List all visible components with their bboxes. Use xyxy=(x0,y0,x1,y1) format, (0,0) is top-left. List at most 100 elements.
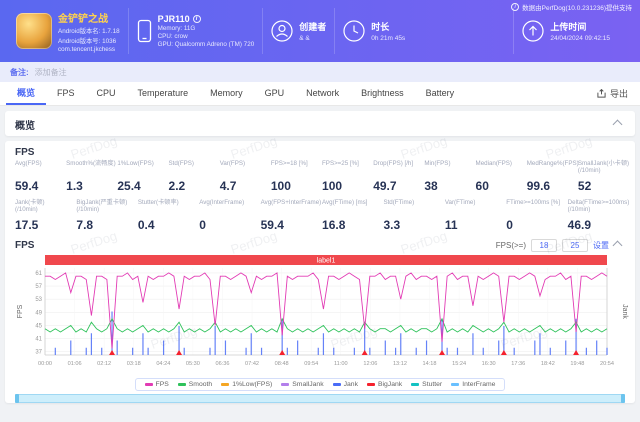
tab-Brightness[interactable]: Brightness xyxy=(361,87,404,98)
svg-text:11:00: 11:00 xyxy=(334,361,348,367)
fps-chart-header: FPS FPS(>=) 设置 xyxy=(5,236,635,255)
svg-text:00:00: 00:00 xyxy=(38,361,52,367)
metric-cell: Smooth%(流畅度) 1.3 xyxy=(66,160,116,193)
metric-label: Jank(卡顿) xyxy=(15,199,45,206)
tab-Network[interactable]: Network xyxy=(306,87,340,98)
metric-label: Smooth%(流畅度) xyxy=(66,160,116,167)
scrollbar-handle-right[interactable] xyxy=(621,394,625,403)
metric-cell: BigJank(严重卡顿) (/10min) 7.8 xyxy=(76,199,133,232)
legend-item-InterFrame[interactable]: InterFrame xyxy=(451,381,495,388)
metric-value: 0 xyxy=(506,218,513,232)
collapse-fps-icon[interactable] xyxy=(612,240,623,251)
legend-swatch xyxy=(411,383,420,386)
svg-text:16:30: 16:30 xyxy=(482,361,496,367)
game-icon xyxy=(16,13,52,49)
svg-text:20:54: 20:54 xyxy=(600,361,614,367)
metric-value: 1.3 xyxy=(66,179,83,193)
metric-label: Var(FTime) xyxy=(444,199,476,206)
metric-sublabel: (/10min) xyxy=(577,167,601,175)
fps-chart-svg[interactable]: label1 61 57 53 49 45 41 37 00:00 01:06 02:12 03:18… xyxy=(15,255,631,371)
svg-text:13:12: 13:12 xyxy=(393,361,407,367)
metric-cell: Var(FPS) 4.7 xyxy=(220,160,267,193)
metric-sublabel: (/10min) xyxy=(76,206,100,214)
metric-value: 4.7 xyxy=(219,179,237,193)
svg-text:09:54: 09:54 xyxy=(304,361,318,367)
legend-item-Smooth[interactable]: Smooth xyxy=(177,381,213,388)
legend-item-Jank[interactable]: Jank xyxy=(332,381,358,388)
metric-label: Delta(FTime>=100ms) xyxy=(567,199,630,206)
legend-label: Smooth xyxy=(188,381,213,388)
metric-label: BigJank(严重卡顿) xyxy=(76,199,128,206)
legend-item-SmallJank[interactable]: SmallJank xyxy=(281,381,324,388)
metric-value: 49.7 xyxy=(373,179,397,193)
device-info-icon[interactable]: i xyxy=(192,15,201,23)
legend-label: Stutter xyxy=(422,381,443,388)
svg-text:Jank: Jank xyxy=(621,304,628,319)
fps-chart: label1 61 57 53 49 45 41 37 00:00 01:06 02:12 03:18… xyxy=(5,255,635,376)
metric-cell: Std(FTime) 3.3 xyxy=(383,199,440,232)
legend-swatch xyxy=(144,383,153,386)
metric-cell: Var(FTime) 11 xyxy=(445,199,502,232)
tab-Temperature[interactable]: Temperature xyxy=(137,87,189,98)
collapse-overview-icon[interactable] xyxy=(612,119,623,130)
device-info: PJR110 i Memory: 11G CPU: crow GPU: Qual… xyxy=(127,8,263,54)
export-button[interactable]: 导出 xyxy=(591,82,634,105)
device-name: PJR110 xyxy=(157,14,190,24)
note-input[interactable]: 添加备注 xyxy=(34,67,67,77)
legend-label: Jank xyxy=(343,381,358,388)
metric-label: MedRange%(FPS) xyxy=(526,160,579,167)
tab-概览[interactable]: 概览 xyxy=(6,82,47,105)
legend-item-BigJank[interactable]: BigJank xyxy=(366,381,402,388)
legend-label: 1%Low(FPS) xyxy=(232,381,273,388)
game-title: 金铲铲之战 xyxy=(58,13,108,25)
game-version-name: Android版本名: 1.7.18 xyxy=(58,27,120,35)
powered-by: i 数据由PerfDog(10.0.231236)提供支持 xyxy=(511,2,632,12)
metric-sublabel: (/10min) xyxy=(15,206,38,214)
svg-text:49: 49 xyxy=(35,310,42,316)
legend-swatch xyxy=(281,383,290,386)
scrollbar-handle-left[interactable] xyxy=(15,394,19,403)
metric-cell: Avg(FPS) 59.4 xyxy=(15,160,62,193)
metric-cell: FPS>=25 [%] 100 xyxy=(322,160,369,193)
legend-item-1%Low(FPS)[interactable]: 1%Low(FPS) xyxy=(221,381,272,388)
tab-Memory[interactable]: Memory xyxy=(210,87,243,98)
tab-GPU[interactable]: GPU xyxy=(264,87,285,98)
legend-label: FPS xyxy=(155,381,169,388)
tab-FPS[interactable]: FPS xyxy=(57,87,75,98)
fps-metrics-row-2: Jank(卡顿) (/10min) 17.5 BigJank(严重卡顿) (/10min… xyxy=(5,197,635,236)
metric-label: Avg(FTime) [ms] xyxy=(322,199,368,206)
overview-title: 概览 xyxy=(15,121,35,132)
metric-value: 46.9 xyxy=(567,218,592,232)
settings-button[interactable]: 设置 xyxy=(593,241,609,250)
metric-cell: Median(FPS) 60 xyxy=(476,160,523,193)
tab-CPU[interactable]: CPU xyxy=(96,87,116,98)
metric-label: Avg(FPS) xyxy=(15,160,42,167)
fps-threshold-label: FPS(>=) xyxy=(495,241,526,250)
metric-value: 99.6 xyxy=(526,179,551,193)
legend-swatch xyxy=(332,383,341,386)
svg-text:02:12: 02:12 xyxy=(97,361,111,367)
upload-time-info: 上传时间 24/04/2024 09:42:15 xyxy=(513,8,618,54)
svg-text:01:06: 01:06 xyxy=(68,361,82,367)
device-cpu: CPU: crow xyxy=(157,33,188,40)
svg-text:12:06: 12:06 xyxy=(363,361,377,367)
note-label: 备注: xyxy=(10,67,29,77)
device-memory: Memory: 11G xyxy=(157,25,196,32)
chart-scrollbar[interactable] xyxy=(15,394,625,403)
legend-item-Stutter[interactable]: Stutter xyxy=(411,381,442,388)
tab-Battery[interactable]: Battery xyxy=(425,87,455,98)
metric-value: 60 xyxy=(475,179,489,193)
metric-cell: Drop(FPS) [/h] 49.7 xyxy=(373,160,420,193)
legend-item-FPS[interactable]: FPS xyxy=(144,381,169,388)
fps-threshold-input-1[interactable] xyxy=(531,239,557,252)
metric-value: 0 xyxy=(199,218,206,232)
metric-cell: Delta(FTime>=100ms) (/10min) 46.9 xyxy=(567,199,630,232)
note-bar: 备注: 添加备注 xyxy=(0,62,640,82)
svg-text:17:36: 17:36 xyxy=(511,361,525,367)
legend-label: SmallJank xyxy=(292,381,324,388)
svg-text:07:42: 07:42 xyxy=(245,361,259,367)
svg-text:label1: label1 xyxy=(317,258,336,265)
metric-cell: SmallJank(小卡顿) (/10min) 52 xyxy=(577,160,629,193)
legend-swatch xyxy=(221,383,230,386)
fps-threshold-input-2[interactable] xyxy=(562,239,588,252)
